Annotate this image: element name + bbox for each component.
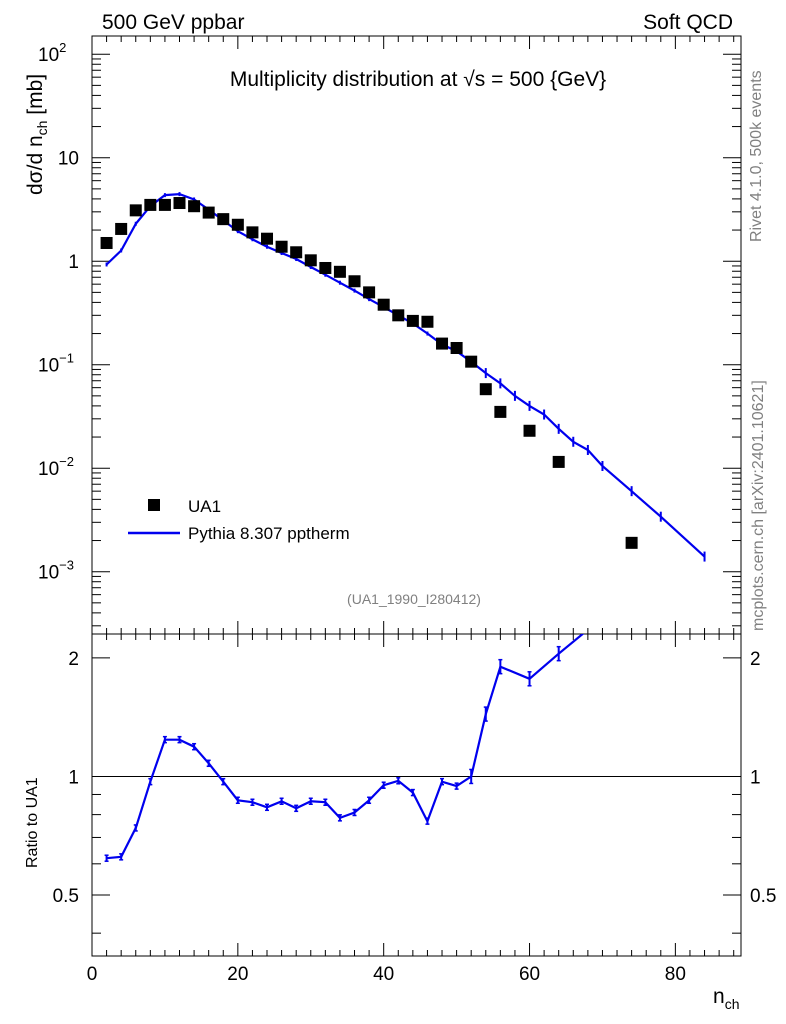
data-point	[319, 261, 332, 274]
y-axis-label-main: dσ/d n	[24, 135, 47, 195]
y-tick-label: 10−3	[38, 558, 74, 584]
y-tick-exponent: 2	[59, 40, 66, 55]
y-tick-exponent: −3	[59, 558, 74, 573]
y-tick-base: 10	[38, 45, 59, 66]
data-point	[377, 298, 390, 311]
ratio-tick-label-right: 2	[750, 649, 761, 670]
y-tick-exponent: −1	[59, 351, 74, 366]
legend-ua1-marker	[148, 499, 160, 511]
y-tick-base: 10	[38, 356, 59, 377]
ratio-tick-label-left: 1	[68, 767, 79, 788]
y-tick-label: 10−2	[38, 454, 74, 480]
x-tick-label: 80	[665, 964, 686, 985]
data-point	[625, 536, 638, 549]
ratio-tick-label-left: 0.5	[53, 886, 79, 907]
data-point	[494, 405, 507, 418]
data-point	[275, 240, 288, 253]
data-point	[100, 236, 113, 249]
ratio-tick-label-right: 0.5	[750, 886, 776, 907]
x-tick-label: 60	[519, 964, 540, 985]
y-tick-label: 1	[68, 252, 79, 273]
data-point	[363, 286, 376, 299]
rivet-version-label: Rivet 4.1.0, 500k events	[748, 70, 765, 242]
x-axis-label-main: n	[713, 985, 725, 1008]
data-point	[479, 383, 492, 396]
data-point	[115, 222, 128, 235]
legend-mc-label: Pythia 8.307 pptherm	[188, 524, 350, 543]
x-tick-label: 0	[87, 964, 98, 985]
data-point	[348, 275, 361, 288]
data-point	[158, 198, 171, 211]
data-point	[436, 337, 449, 350]
data-point	[231, 218, 244, 231]
y-axis-label: dσ/d nch [mb]	[24, 74, 50, 195]
y-axis-label-sub: ch	[34, 121, 50, 136]
data-point	[392, 309, 405, 322]
y-tick-base: 10	[38, 563, 59, 584]
legend-ua1-label: UA1	[188, 497, 221, 516]
y-tick-label: 10	[58, 149, 79, 170]
header-left-label: 500 GeV ppbar	[102, 11, 244, 34]
data-point	[261, 232, 274, 245]
data-point	[304, 254, 317, 267]
header-right-label: Soft QCD	[643, 11, 733, 34]
data-point	[290, 246, 303, 259]
y-tick-exponent: −2	[59, 454, 74, 469]
data-point	[450, 342, 463, 355]
data-point	[202, 206, 215, 219]
y-tick-label: 10−1	[38, 351, 74, 377]
data-series	[100, 197, 638, 549]
y-axis-label-unit: [mb]	[24, 74, 47, 121]
ratio-panel-frame	[91, 633, 742, 957]
ratio-y-axis-label: Ratio to UA1	[24, 777, 41, 868]
data-point	[217, 213, 230, 226]
axis-ticks	[91, 36, 741, 956]
data-point	[129, 204, 142, 217]
data-point	[465, 355, 478, 368]
data-point	[246, 226, 259, 239]
x-tick-label: 20	[227, 964, 248, 985]
data-point	[523, 424, 536, 437]
mcplots-label: mcplots.cern.ch [arXiv:2401.10621]	[750, 380, 767, 631]
ratio-tick-label-left: 2	[68, 649, 79, 670]
main-panel-frame	[91, 35, 742, 635]
chart-title: Multiplicity distribution at √s = 500 {G…	[230, 68, 606, 91]
data-point	[188, 200, 201, 213]
data-point	[173, 197, 186, 210]
analysis-tag: (UA1_1990_I280412)	[347, 591, 481, 607]
y-tick-label: 102	[38, 40, 66, 66]
data-point	[552, 455, 565, 468]
data-point	[406, 314, 419, 327]
data-point	[144, 198, 157, 211]
data-point	[333, 265, 346, 278]
x-tick-label: 40	[373, 964, 394, 985]
x-axis-label: nch	[713, 985, 739, 1012]
data-point	[421, 315, 434, 328]
ratio-tick-label-right: 1	[750, 767, 761, 788]
x-axis-label-sub: ch	[725, 996, 740, 1012]
ratio-series	[104, 634, 585, 862]
y-tick-base: 10	[38, 459, 59, 480]
